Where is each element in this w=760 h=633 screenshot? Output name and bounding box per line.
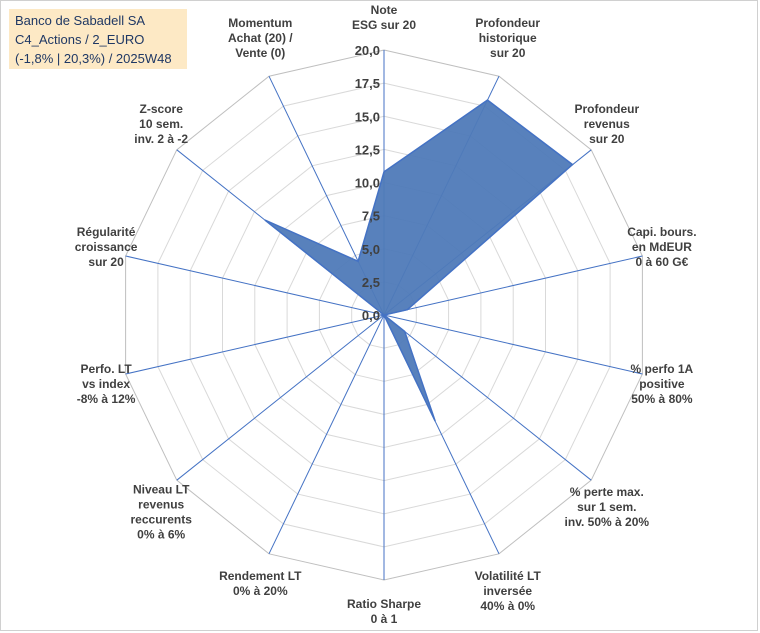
axis-label-line: 0% à 6% (137, 527, 185, 541)
axis-label-line: vs index (82, 377, 130, 391)
axis-spoke (176, 314, 385, 481)
axis-label-line: revenus (584, 117, 630, 131)
axis-label-line: Régularité (77, 225, 136, 239)
axis-label-line: sur 20 (88, 255, 124, 269)
axis-label-line: 10 sem. (139, 117, 183, 131)
axis-spoke (383, 314, 643, 375)
axis-label-line: en MdEUR (632, 240, 692, 254)
axis-label-line: Momentum (228, 16, 292, 30)
radial-tick-label: 20,0 (355, 43, 380, 58)
axis-label-line: revenus (138, 497, 184, 511)
axis-label-line: reccurents (131, 512, 193, 526)
axis-label: Niveau LT revenus reccurents 0% à 6% (131, 482, 193, 541)
axis-label-line: Niveau LT (133, 482, 190, 496)
axis-label-line: historique (479, 31, 537, 45)
axis-label-line: -8% à 12% (77, 392, 136, 406)
info-line-performance: (-1,8% | 20,3%) / 2025W48 (15, 51, 172, 66)
radial-tick-label: 7,5 (362, 209, 380, 224)
axis-label: Profondeur historique sur 20 (475, 16, 540, 60)
axis-label-line: inv. 50% à 20% (565, 515, 650, 529)
axis-label-line: Profondeur (475, 16, 540, 30)
axis-spoke (383, 255, 643, 316)
axis-label-line: Ratio Sharpe (347, 597, 421, 611)
radial-tick-label: 10,0 (355, 176, 380, 191)
axis-label-line: Note (371, 3, 398, 17)
axis-spoke (125, 255, 385, 316)
axis-label-line: croissance (75, 240, 138, 254)
axis-label-line: 50% à 80% (631, 392, 693, 406)
axis-label-line: 0 à 1 (371, 612, 398, 626)
axis-label-line: Capi. bours. (627, 225, 696, 239)
radial-tick-label: 2,5 (362, 275, 380, 290)
axis-label-line: Rendement LT (219, 569, 302, 583)
info-line-category: C4_Actions / 2_EURO (15, 32, 145, 47)
axis-spoke (125, 314, 385, 375)
axis-label: % perfo 1A positive 50% à 80% (631, 362, 694, 406)
axis-spoke (383, 314, 592, 481)
axis-label-line: 0% à 20% (233, 584, 288, 598)
info-line-company: Banco de Sabadell SA (15, 13, 146, 28)
axis-label: Rendement LT 0% à 20% (219, 569, 302, 598)
axis-label-line: Perfo. LT (81, 362, 133, 376)
axis-label-line: sur 20 (589, 132, 625, 146)
radial-tick-label: 15,0 (355, 109, 380, 124)
radial-tick-label: 5,0 (362, 242, 380, 257)
axis-label-line: 0 à 60 G€ (636, 255, 689, 269)
axis-label: Note ESG sur 20 (352, 3, 416, 32)
axis-label-line: Vente (0) (235, 46, 285, 60)
radial-tick-label: 0,0 (362, 308, 380, 323)
axis-label: Momentum Achat (20) / Vente (0) (228, 16, 293, 60)
axis-label: Perfo. LT vs index -8% à 12% (77, 362, 136, 406)
axis-label: Ratio Sharpe 0 à 1 (347, 597, 421, 626)
radial-tick-label: 17,5 (355, 76, 380, 91)
axis-label: Régularité croissance sur 20 (75, 225, 138, 269)
axis-label-line: sur 20 (490, 46, 526, 60)
axis-label: Profondeur revenus sur 20 (574, 102, 639, 146)
axis-label-line: 40% à 0% (480, 599, 535, 613)
axis-label-line: % perte max. (570, 485, 644, 499)
axis-spoke (268, 314, 385, 555)
axis-label-line: ESG sur 20 (352, 18, 416, 32)
axis-label-line: Volatilité LT (475, 569, 542, 583)
axis-label-line: positive (639, 377, 685, 391)
axis-label-line: Profondeur (574, 102, 639, 116)
axis-label-line: Z-score (140, 102, 184, 116)
info-box: Banco de Sabadell SA C4_Actions / 2_EURO… (9, 9, 187, 69)
axis-label: % perte max. sur 1 sem. inv. 50% à 20% (565, 485, 650, 529)
radial-tick-label: 12,5 (355, 142, 380, 157)
axis-label: Volatilité LT inversée 40% à 0% (475, 569, 542, 613)
axis-label-line: sur 1 sem. (577, 500, 636, 514)
data-series-area (264, 99, 574, 422)
axis-label: Z-score 10 sem. inv. 2 à -2 (134, 102, 188, 146)
axis-label-line: % perfo 1A (631, 362, 694, 376)
axis-label-line: inv. 2 à -2 (134, 132, 188, 146)
axis-label: Capi. bours. en MdEUR 0 à 60 G€ (627, 225, 696, 269)
axis-label-line: Achat (20) / (228, 31, 293, 45)
axis-label-line: inversée (483, 584, 532, 598)
